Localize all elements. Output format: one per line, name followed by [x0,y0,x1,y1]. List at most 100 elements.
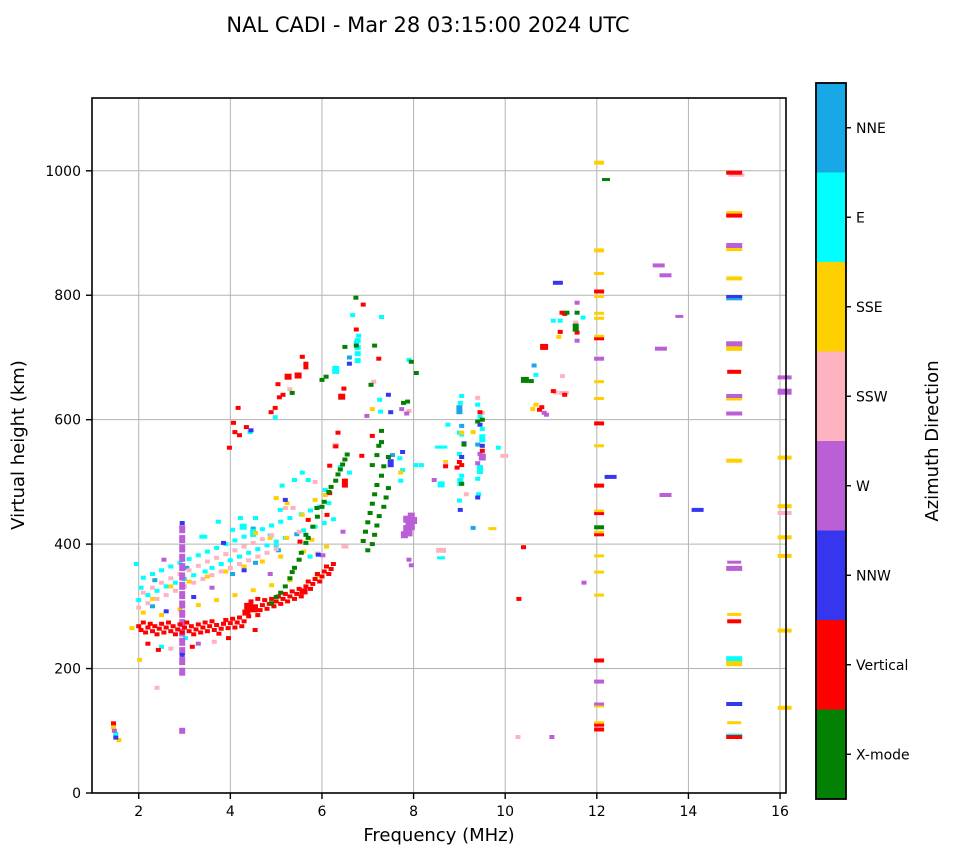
data-point [777,455,792,460]
data-point [726,246,743,252]
data-point [246,614,252,619]
data-point [530,407,536,412]
data-point [475,419,481,424]
data-point [191,595,197,599]
data-point [727,619,742,624]
data-point [353,340,359,345]
data-point [379,315,384,319]
data-point [594,593,605,597]
data-point [400,450,406,454]
data-point [533,372,539,377]
data-point [150,604,155,609]
data-point [574,300,580,305]
data-point [204,629,210,634]
data-point [346,355,352,360]
data-point [154,596,160,601]
colorbar-segment-sse [816,262,846,352]
data-point [292,478,297,482]
data-point [290,506,296,510]
data-point [315,552,321,557]
data-point [241,619,247,624]
x-tick-label: 4 [226,804,235,820]
data-point [310,524,316,529]
data-point [413,463,419,468]
data-point [479,434,486,443]
data-point [289,570,295,575]
data-point [230,527,236,532]
data-point [272,405,278,410]
data-point [179,572,186,581]
data-point [376,514,382,519]
data-point [470,525,476,530]
data-point [312,577,318,581]
data-point [594,679,605,684]
data-point [407,512,415,520]
data-point [322,493,328,497]
data-point [328,484,334,489]
data-point [457,507,463,512]
data-point [179,647,186,656]
data-point [179,657,186,666]
data-point [436,547,447,553]
chart-title: NAL CADI - Mar 28 03:15:00 2024 UTC [226,13,629,37]
data-point [324,544,329,549]
data-point [179,630,185,635]
data-point [195,622,201,627]
data-point [168,576,174,581]
data-point [321,499,327,504]
data-point [269,583,275,588]
data-point [195,603,201,608]
data-point [323,374,329,379]
data-point [143,630,149,635]
data-point [475,461,481,466]
data-point [191,580,197,585]
data-point [516,596,522,601]
data-points [111,160,792,743]
data-point [269,601,275,606]
data-point [594,658,605,663]
data-point [273,544,279,549]
data-point [215,519,221,524]
data-point [479,427,485,431]
data-point [594,570,605,574]
data-point [335,472,341,477]
data-point [574,310,580,315]
data-point [163,584,169,589]
data-point [557,329,563,334]
data-point [372,343,378,348]
data-point [241,568,247,573]
colorbar-segment-ssw [816,351,846,442]
data-point [543,412,549,417]
data-point [390,453,395,458]
data-point [726,296,743,301]
data-point [403,525,411,533]
data-point [477,422,483,427]
data-point [298,594,304,599]
data-point [594,444,605,448]
data-point [305,579,311,584]
data-point [214,598,220,603]
data-point [136,598,142,603]
data-point [726,342,743,351]
data-point [255,613,261,618]
data-point [268,410,274,415]
colorbar-tick-label: SSE [856,300,883,316]
data-point [289,390,295,395]
data-point [179,544,186,553]
data-point [305,517,311,522]
data-point [296,529,302,534]
data-point [376,443,382,448]
y-tick-label: 400 [54,537,81,553]
data-point [204,559,210,564]
data-point [726,702,743,706]
data-point [726,656,743,663]
data-point [777,628,792,633]
data-point [379,473,384,478]
data-point [594,289,605,294]
data-point [365,548,371,553]
data-point [241,544,247,549]
data-point [211,639,217,644]
data-point [161,630,167,635]
data-point [253,560,258,565]
data-point [457,400,463,405]
